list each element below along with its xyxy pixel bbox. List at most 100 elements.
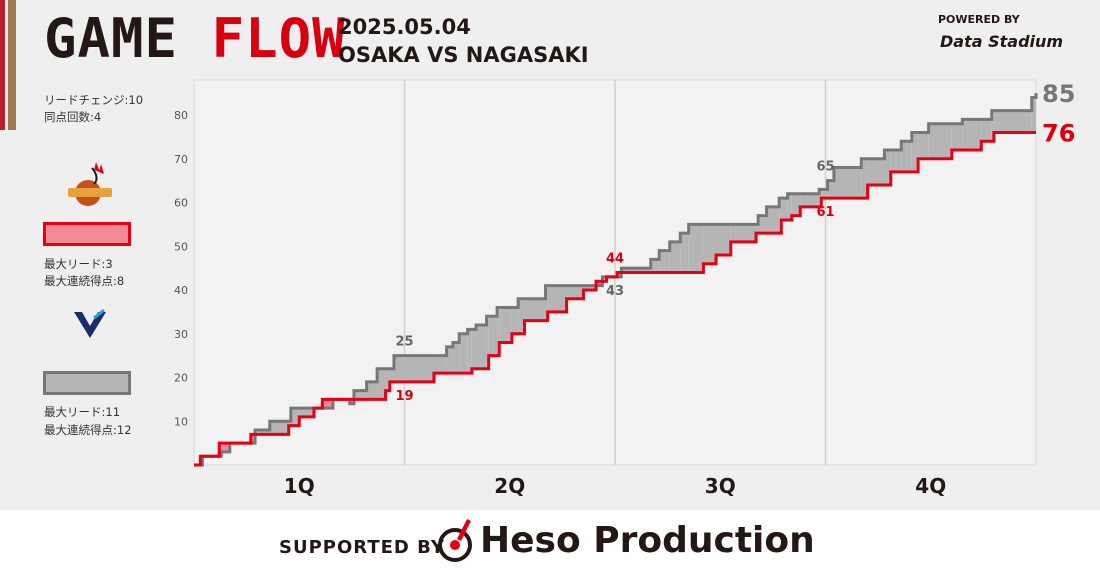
game-date: 2025.05.04 [338,15,471,39]
lead-area [583,285,597,290]
nagasaki-max-run: 最大連続得点:12 [44,423,132,437]
ties-count: 同点回数:4 [44,110,102,124]
supported-by-label: SUPPORTED BY [279,537,445,558]
osaka-evessa-logo [66,160,116,210]
title-word-flow: FLOW [211,7,346,70]
lead-area [288,421,291,426]
data-stadium-logo-text: Data Stadium [940,32,1064,51]
page-title: GAME FLOW [44,4,346,74]
lead-area [524,298,546,321]
matchup: OSAKA VS NAGASAKI [338,43,589,67]
lead-area [833,167,862,199]
lead-area [659,250,670,273]
lead-area [446,346,453,374]
osaka-legend-swatch [43,222,131,246]
lead-area [596,281,603,286]
lead-area [467,329,472,374]
final-score-label: 76 [1042,120,1075,148]
lead-area [756,224,759,234]
y-tick-label: 30 [174,328,188,341]
lead-area [497,307,500,356]
lead-area [621,268,651,273]
lead-area [867,158,885,185]
lead-area [800,193,820,207]
lead-area [730,224,757,242]
game-flow-chart: 10 20 30 40 50 60 70 80 1Q 2Q 3Q 4Q 19 25 44 43 61 65 85 76 [174,79,1075,498]
osaka-max-run: 最大連続得点:8 [44,274,125,288]
osaka-score-line [194,131,1036,467]
lead-area [890,150,902,172]
lead-area [779,198,782,234]
quarter-score-label: 65 [816,160,834,175]
lead-area [547,285,567,312]
lead-area [518,298,525,334]
lead-area [766,206,780,234]
nagasaki-legend-swatch [43,371,131,395]
nagasaki-velca-logo [70,308,110,358]
lead-area [486,316,489,369]
sponsor-name: Heso Production [480,520,815,561]
lead-area [377,368,386,400]
y-tick-label: 70 [174,153,188,166]
lead-area [703,224,717,264]
lead-area [471,329,477,369]
quarter-label: 1Q [284,474,315,498]
lead-area [385,368,390,391]
lead-area [861,158,868,199]
lead-area [452,342,460,374]
lead-area [602,276,607,282]
lead-area [545,285,548,321]
lead-area [688,224,704,273]
quarter-label: 4Q [915,474,946,498]
data-stadium-logo: Data Stadium [940,32,1063,51]
lead-area [322,399,333,409]
lead-area [250,434,256,444]
lead-area [1031,97,1036,133]
quarter-score-label: 44 [606,252,624,267]
quarter-score-label: 43 [606,284,624,299]
lead-area [269,421,289,435]
y-tick-label: 80 [174,109,188,122]
lead-area [617,272,622,277]
lead-area [299,408,314,417]
title-word-game: GAME [44,7,179,70]
lead-area [758,215,767,234]
lead-area [290,408,300,426]
quarter-label: 3Q [705,474,736,498]
lead-area [951,123,963,150]
lead-area [680,233,689,273]
heso-logo-mark [438,519,472,562]
y-tick-label: 10 [174,415,188,428]
lead-area [511,307,519,334]
lead-area [981,119,992,142]
lead-area [488,316,498,356]
lead-area [962,119,982,150]
lead-area [918,132,929,159]
lead-area [393,355,434,382]
nagasaki-max-lead: 最大リード:11 [44,405,121,419]
lead-area [433,355,447,374]
y-tick-label: 20 [174,372,188,385]
lead-area [349,399,354,404]
lead-area [787,193,792,220]
accent-stripe-red [0,0,5,130]
y-tick-label: 40 [174,284,188,297]
lead-area [911,132,919,172]
lead-area [791,193,801,216]
lead-area [366,381,378,400]
lead-area [716,224,731,255]
lead-area [821,189,828,199]
quarter-score-label: 25 [395,335,413,350]
lead-area [991,110,994,142]
quarter-score-label: 19 [395,389,413,404]
quarter-label: 2Q [494,474,525,498]
y-tick-label: 60 [174,197,188,210]
lead-area [928,123,952,159]
lead-area [669,241,681,273]
lead-area [650,259,660,273]
lead-area [901,141,912,172]
final-score-label: 85 [1042,80,1075,108]
lead-area [389,368,394,382]
lead-area [781,198,788,220]
lead-area [566,285,584,299]
